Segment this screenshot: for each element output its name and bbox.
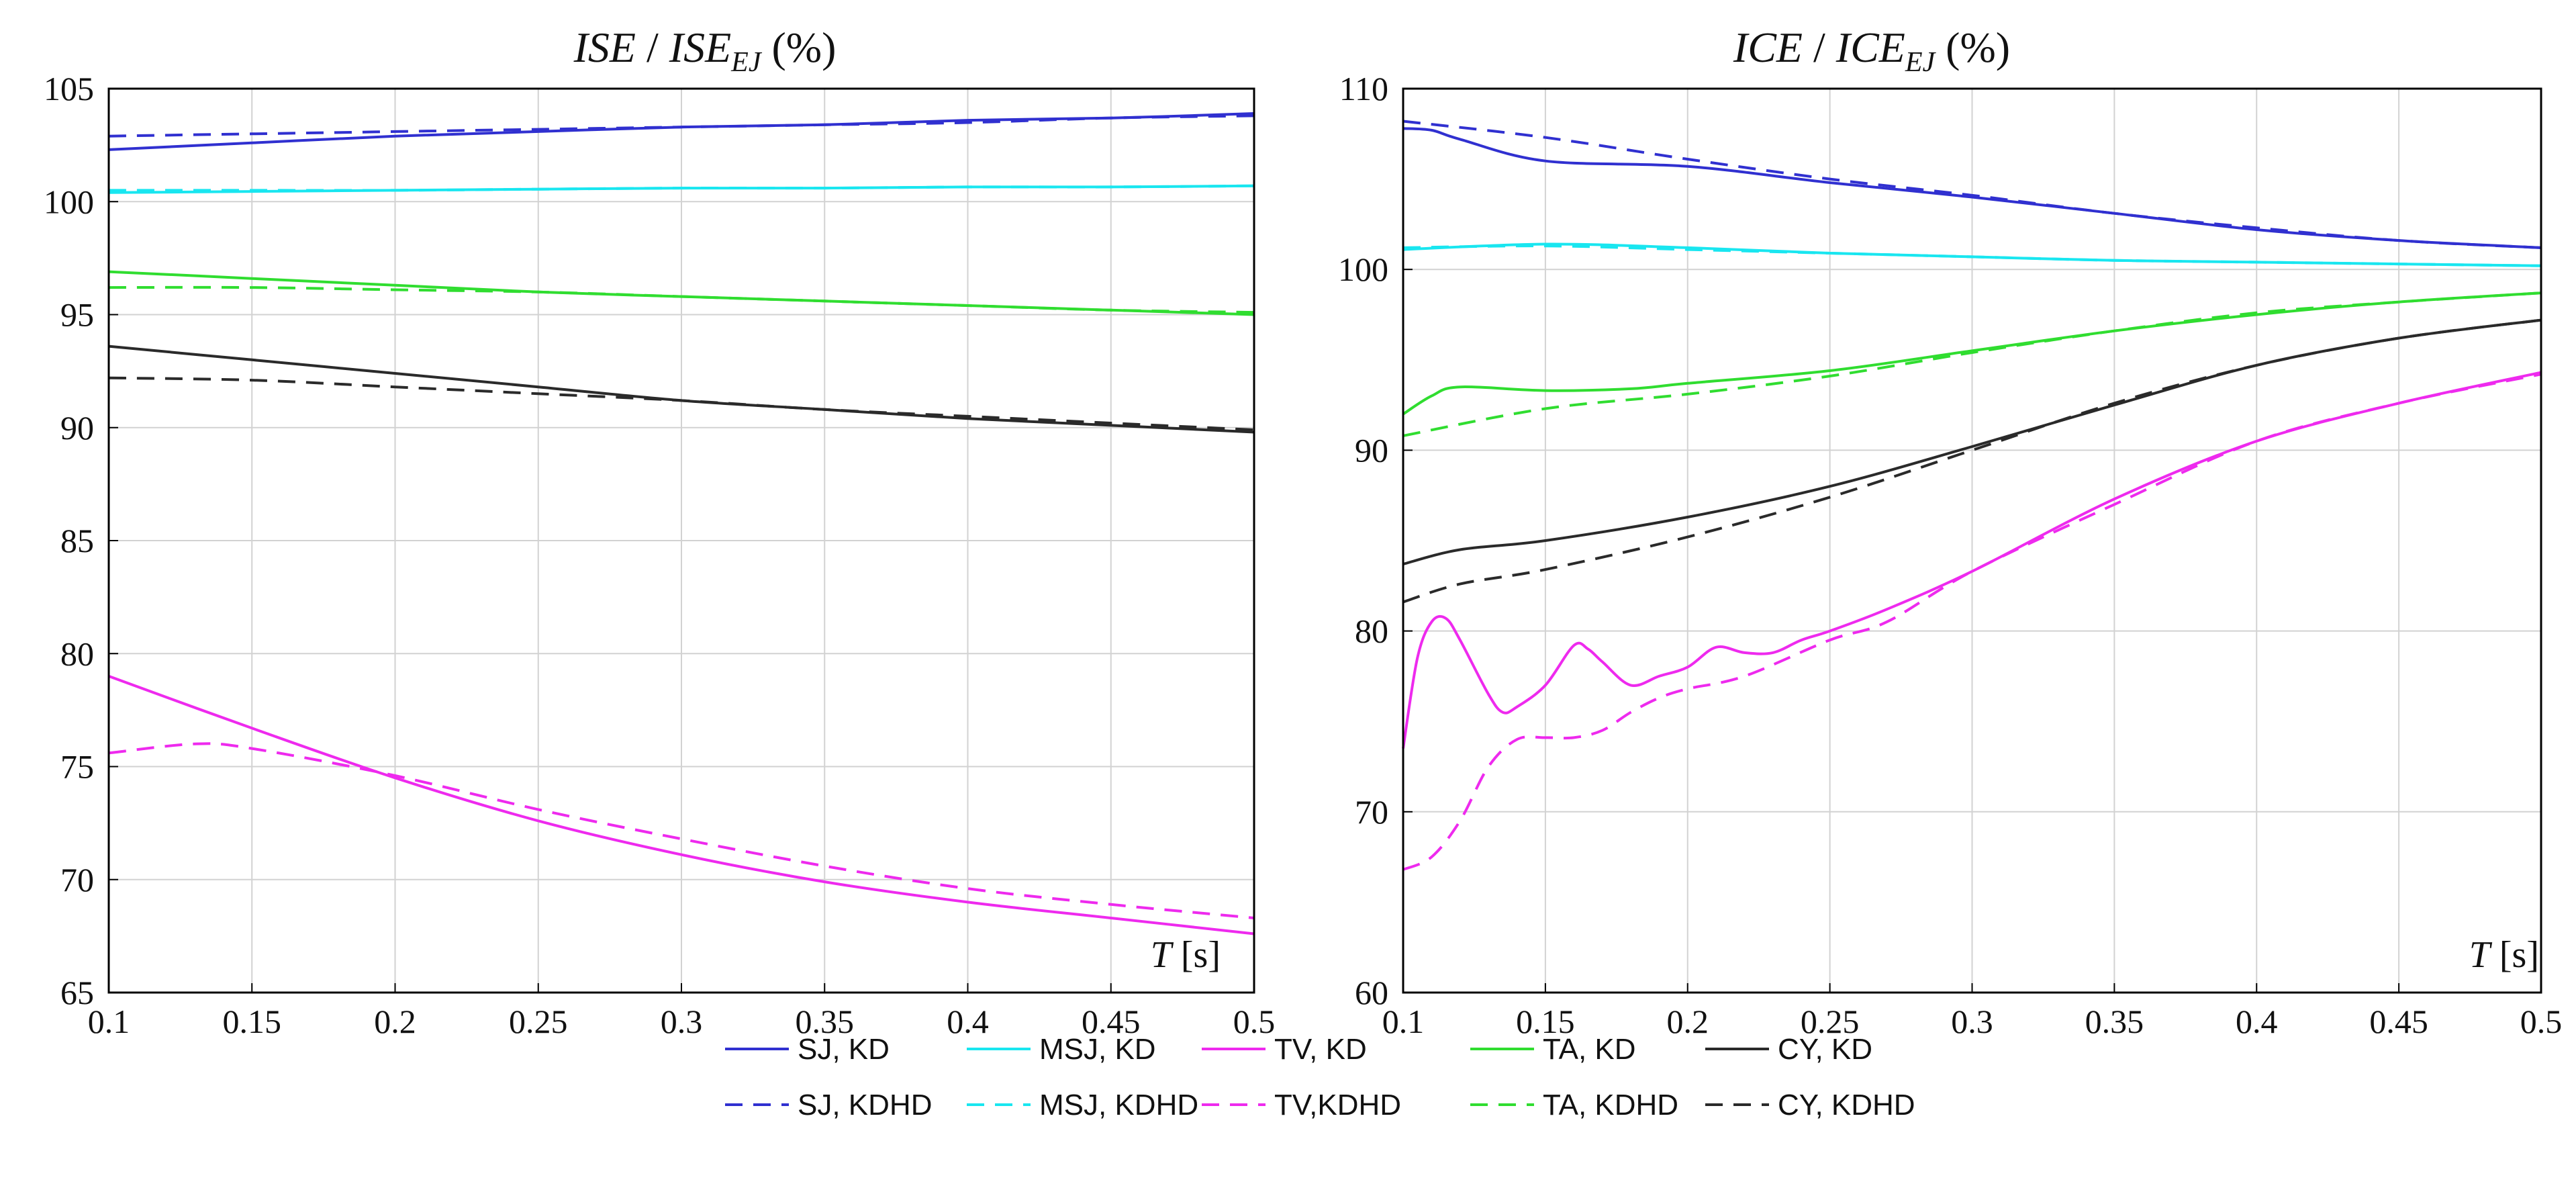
ice-x-tick-label: 0.35 xyxy=(2085,1003,2144,1040)
ice-series-sj-kdhd xyxy=(1402,120,2542,249)
legend-label: CY, KDHD xyxy=(1778,1089,1915,1121)
ice-title-main: ICE xyxy=(1733,24,1803,71)
legend-label: TA, KD xyxy=(1543,1033,1636,1066)
ise-x-axis-label: T [s] xyxy=(1151,934,1221,976)
ise-series-tv-kd xyxy=(108,675,1255,935)
ice-series-group xyxy=(1402,120,2542,871)
legend-item-sj-kdhd: SJ, KDHD xyxy=(725,1089,932,1121)
ise-x-tick-label: 0.3 xyxy=(661,1003,703,1040)
ise-title-unit: (%) xyxy=(761,24,836,71)
legend-label: TV,KDHD xyxy=(1274,1089,1401,1121)
ise-y-tick-label: 95 xyxy=(60,296,94,334)
ice-grid xyxy=(1402,88,2542,993)
ise-x-tick-label: 0.1 xyxy=(88,1003,130,1040)
legend-label: MSJ, KDHD xyxy=(1039,1089,1198,1121)
ise-series-ta-kdhd xyxy=(108,285,1255,314)
ise-x-tick-label: 0.5 xyxy=(1233,1003,1276,1040)
ise-title: ISE / ISEEJ (%) xyxy=(573,24,837,78)
ice-x-tick-label: 0.4 xyxy=(2236,1003,2278,1040)
ice-y-tick-label: 80 xyxy=(1355,612,1388,650)
ise-y-tick-label: 70 xyxy=(60,861,94,899)
ice-y-tick-label: 70 xyxy=(1355,793,1388,831)
ise-series-group xyxy=(108,112,1255,935)
legend-item-cy-kd: CY, KD xyxy=(1705,1033,1872,1066)
ise-x-tick-label: 0.35 xyxy=(796,1003,855,1040)
ise-panel: ISE / ISEEJ (%) 0.1 0.15 0.2 0.25 0.3 0.35 0.4… xyxy=(44,24,1275,1040)
ise-x-tick-label: 0.2 xyxy=(374,1003,416,1040)
ise-y-tick-label: 80 xyxy=(60,635,94,672)
ise-y-tick-label: 85 xyxy=(60,522,94,559)
ise-y-tick-label: 90 xyxy=(60,409,94,447)
ice-title-sub: EJ xyxy=(1905,47,1937,78)
ice-x-tick-label: 0.1 xyxy=(1382,1003,1425,1040)
ise-x-tick-label: 0.4 xyxy=(947,1003,989,1040)
legend: SJ, KD MSJ, KD TV, KD TA, KD CY, KD SJ, KDHD M… xyxy=(725,1033,1915,1121)
ise-title-sub: EJ xyxy=(730,47,763,78)
ise-title-main: ISE xyxy=(573,24,636,71)
ice-x-tick-label: 0.5 xyxy=(2520,1003,2563,1040)
legend-label: SJ, KDHD xyxy=(798,1089,932,1121)
ice-title-unit: (%) xyxy=(1935,24,2010,71)
ise-series-msj-kdhd xyxy=(109,184,1255,192)
ice-title-main2: ICE xyxy=(1835,24,1905,71)
ice-x-tick-label: 0.25 xyxy=(1801,1003,1860,1040)
ice-series-msj-kdhd xyxy=(1402,244,2542,267)
legend-item-msj-kdhd: MSJ, KDHD xyxy=(967,1089,1198,1121)
ice-x-tick-label: 0.45 xyxy=(2369,1003,2428,1040)
ise-title-main2: ISE xyxy=(669,24,731,71)
ise-x-tick-label: 0.25 xyxy=(509,1003,568,1040)
ise-series-tv-kdhd xyxy=(108,742,1255,919)
ise-x-tick-label: 0.45 xyxy=(1082,1003,1141,1040)
ise-x-axis-unit: [s] xyxy=(1172,934,1221,976)
legend-item-msj-kd: MSJ, KD xyxy=(967,1033,1156,1066)
legend-item-tv-kdhd: TV,KDHD xyxy=(1202,1089,1401,1121)
ice-series-cy-kdhd xyxy=(1402,318,2542,604)
legend-item-ta-kd: TA, KD xyxy=(1470,1033,1636,1066)
ice-x-tick-label: 0.15 xyxy=(1516,1003,1575,1040)
ice-title-sep: / xyxy=(1803,24,1836,71)
legend-label: MSJ, KD xyxy=(1039,1033,1156,1066)
ice-x-tick-label: 0.2 xyxy=(1667,1003,1709,1040)
ice-series-ta-kdhd xyxy=(1402,291,2542,437)
ise-series-sj-kdhd xyxy=(108,114,1255,138)
ise-y-tick-label: 65 xyxy=(60,974,94,1011)
ice-x-tick-label: 0.3 xyxy=(1951,1003,1993,1040)
ice-x-axis-label: T [s] xyxy=(2469,934,2539,976)
legend-item-tv-kd: TV, KD xyxy=(1202,1033,1367,1066)
ise-y-tick-label: 105 xyxy=(44,70,94,107)
ice-panel: ICE / ICEEJ (%) 0.1 0.15 0.2 0.25 0.3 0.35 0.4… xyxy=(1338,24,2562,1040)
legend-item-cy-kdhd: CY, KDHD xyxy=(1705,1089,1915,1121)
legend-label: CY, KD xyxy=(1778,1033,1872,1066)
ise-x-tick-label: 0.15 xyxy=(223,1003,282,1040)
legend-label: SJ, KD xyxy=(798,1033,890,1066)
ise-series-cy-kdhd xyxy=(108,376,1255,432)
ice-title: ICE / ICEEJ (%) xyxy=(1733,24,2010,78)
ise-title-sep: / xyxy=(636,24,669,71)
ice-x-axis-unit: [s] xyxy=(2490,934,2539,976)
ice-y-tick-label: 90 xyxy=(1355,431,1388,469)
legend-label: TV, KD xyxy=(1274,1033,1367,1066)
ice-y-tick-label: 110 xyxy=(1339,70,1388,107)
ice-y-tick-label: 100 xyxy=(1338,250,1388,288)
ise-y-tick-label: 75 xyxy=(60,748,94,786)
ice-series-tv-kd xyxy=(1402,371,2542,749)
legend-item-ta-kdhd: TA, KDHD xyxy=(1470,1089,1678,1121)
ise-x-axis-var: T xyxy=(1151,934,1174,976)
ice-y-tick-label: 60 xyxy=(1355,974,1388,1011)
ice-x-axis-var: T xyxy=(2469,934,2493,976)
ise-grid xyxy=(108,88,1255,993)
legend-label: TA, KDHD xyxy=(1543,1089,1678,1121)
ice-series-tv-kdhd xyxy=(1402,373,2542,871)
legend-item-sj-kd: SJ, KD xyxy=(725,1033,890,1066)
ise-y-tick-label: 100 xyxy=(44,183,94,220)
